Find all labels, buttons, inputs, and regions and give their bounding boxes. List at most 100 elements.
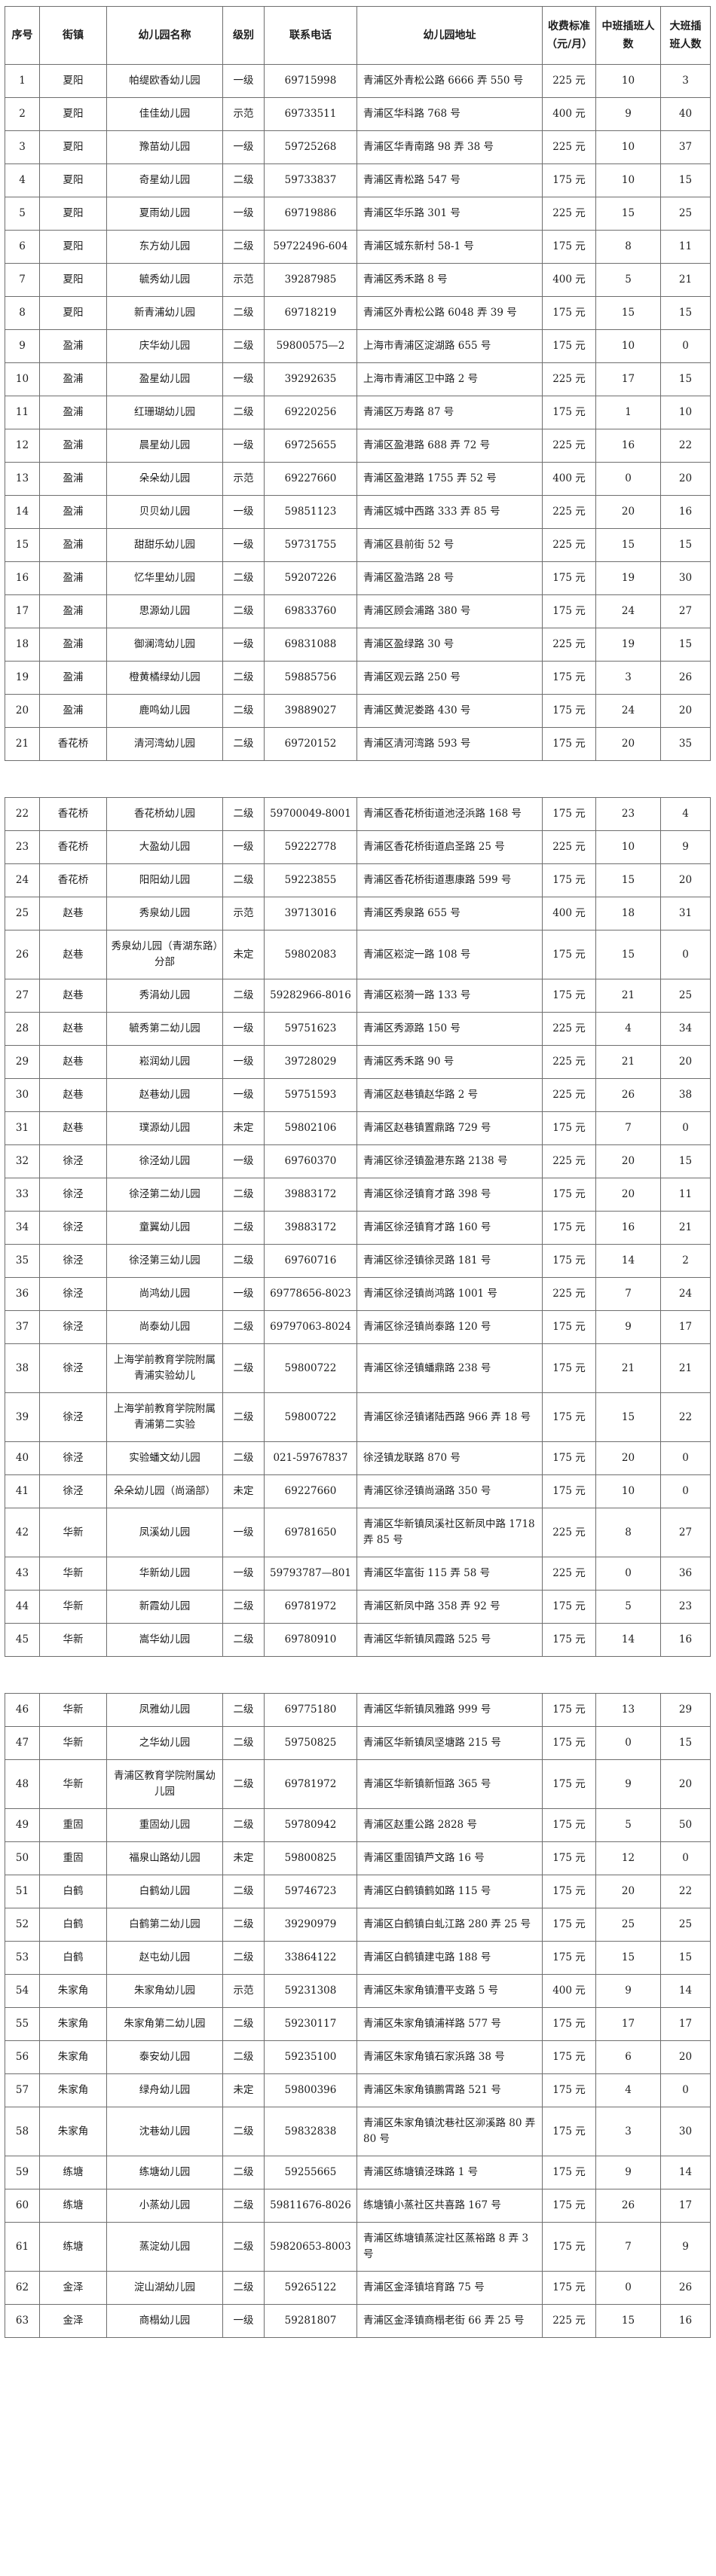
cell-big-class-count: 20 [660,863,711,897]
cell-phone: 69760370 [264,1144,357,1178]
cell-address: 青浦区盈浩路 28 号 [356,561,543,595]
cell-middle-class-count: 4 [595,1012,661,1046]
cell-fee: 225 元 [542,1012,596,1046]
cell-town: 盈浦 [39,462,107,496]
cell-middle-class-count: 14 [595,1244,661,1278]
cell-phone: 39290979 [264,1908,357,1942]
cell-kindergarten-name: 秀泉幼儿园 [106,897,223,930]
cell-town: 华新 [39,1557,107,1591]
cell-seq: 54 [5,1974,40,2008]
cell-middle-class-count: 10 [595,329,661,363]
col-header-address: 幼儿园地址 [356,6,543,65]
cell-address: 青浦区秀禾路 8 号 [356,263,543,297]
cell-level: 未定 [222,2073,265,2107]
cell-town: 重固 [39,1808,107,1842]
cell-town: 朱家角 [39,2007,107,2041]
cell-address: 青浦区黄泥娄路 430 号 [356,694,543,728]
cell-address: 青浦区徐泾镇徐灵路 181 号 [356,1244,543,1278]
cell-fee: 175 元 [542,1244,596,1278]
cell-address: 青浦区县前街 52 号 [356,528,543,562]
table-row: 33 徐泾 徐泾第二幼儿园 二级 39883172 青浦区徐泾镇育才路 398 号 175 … [5,1178,711,1212]
cell-seq: 52 [5,1908,40,1942]
cell-fee: 175 元 [542,1211,596,1245]
cell-big-class-count: 27 [660,1508,711,1557]
cell-kindergarten-name: 晨星幼儿园 [106,429,223,463]
cell-middle-class-count: 10 [595,64,661,98]
cell-phone: 69760716 [264,1244,357,1278]
cell-fee: 400 元 [542,897,596,930]
cell-town: 金泽 [39,2271,107,2305]
table-row: 54 朱家角 朱家角幼儿园 示范 59231308 青浦区朱家角镇漕平支路 5 号 400 … [5,1974,711,2008]
table-row: 30 赵巷 赵巷幼儿园 一级 59751593 青浦区赵巷镇赵华路 2 号 225 元 26 3… [5,1078,711,1112]
cell-address: 青浦区金泽镇商榻老街 66 弄 25 号 [356,2304,543,2338]
table-row: 56 朱家角 泰安幼儿园 二级 59235100 青浦区朱家角镇石家浜路 38 号 175 … [5,2040,711,2074]
cell-middle-class-count: 10 [595,163,661,197]
cell-fee: 175 元 [542,727,596,761]
cell-fee: 175 元 [542,1111,596,1145]
cell-seq: 27 [5,979,40,1013]
cell-middle-class-count: 24 [595,694,661,728]
cell-kindergarten-name: 秀涓幼儿园 [106,979,223,1013]
cell-big-class-count: 36 [660,1557,711,1591]
cell-fee: 175 元 [542,797,596,831]
cell-town: 练塘 [39,2156,107,2189]
cell-level: 一级 [222,1045,265,1079]
cell-fee: 225 元 [542,2304,596,2338]
cell-middle-class-count: 10 [595,1474,661,1508]
cell-address: 上海市青浦区卫中路 2 号 [356,362,543,396]
cell-address: 青浦区秀泉路 655 号 [356,897,543,930]
cell-address: 青浦区华科路 768 号 [356,97,543,131]
cell-fee: 175 元 [542,694,596,728]
cell-big-class-count: 15 [660,1726,711,1760]
cell-middle-class-count: 5 [595,263,661,297]
cell-middle-class-count: 24 [595,594,661,628]
cell-seq: 19 [5,661,40,695]
cell-fee: 175 元 [542,1941,596,1975]
cell-middle-class-count: 18 [595,897,661,930]
cell-fee: 175 元 [542,1441,596,1475]
cell-kindergarten-name: 实验蟠文幼儿园 [106,1441,223,1475]
cell-fee: 225 元 [542,1144,596,1178]
cell-seq: 8 [5,296,40,330]
cell-middle-class-count: 4 [595,2073,661,2107]
cell-phone: 39713016 [264,897,357,930]
cell-address: 青浦区白鹤镇白虬江路 280 弄 25 号 [356,1908,543,1942]
cell-phone: 39287985 [264,263,357,297]
table-row: 13 盈浦 朵朵幼儿园 示范 69227660 青浦区盈港路 1755 弄 52 号 400… [5,462,711,496]
cell-fee: 175 元 [542,2189,596,2223]
cell-big-class-count: 27 [660,594,711,628]
cell-address: 青浦区徐泾镇尚涵路 350 号 [356,1474,543,1508]
cell-address: 青浦区新凤中路 358 弄 92 号 [356,1590,543,1624]
cell-level: 二级 [222,863,265,897]
cell-fee: 175 元 [542,396,596,429]
cell-phone: 59725268 [264,130,357,164]
cell-level: 一级 [222,1508,265,1557]
cell-fee: 225 元 [542,130,596,164]
cell-town: 盈浦 [39,396,107,429]
cell-phone: 39889027 [264,694,357,728]
cell-big-class-count: 22 [660,429,711,463]
cell-big-class-count: 17 [660,1310,711,1344]
cell-town: 夏阳 [39,263,107,297]
cell-phone: 59800722 [264,1343,357,1393]
cell-seq: 3 [5,130,40,164]
cell-level: 一级 [222,130,265,164]
cell-big-class-count: 40 [660,97,711,131]
cell-level: 一级 [222,495,265,529]
cell-seq: 15 [5,528,40,562]
cell-fee: 175 元 [542,2007,596,2041]
cell-big-class-count: 29 [660,1693,711,1727]
cell-address: 青浦区白鹤镇建屯路 188 号 [356,1941,543,1975]
cell-kindergarten-name: 大盈幼儿园 [106,830,223,864]
cell-phone: 59733837 [264,163,357,197]
cell-fee: 175 元 [542,296,596,330]
cell-big-class-count: 9 [660,2222,711,2272]
cell-middle-class-count: 26 [595,2189,661,2223]
cell-middle-class-count: 3 [595,661,661,695]
cell-fee: 225 元 [542,1508,596,1557]
cell-phone: 69733511 [264,97,357,131]
cell-level: 二级 [222,1726,265,1760]
cell-phone: 59255665 [264,2156,357,2189]
cell-fee: 175 元 [542,1343,596,1393]
